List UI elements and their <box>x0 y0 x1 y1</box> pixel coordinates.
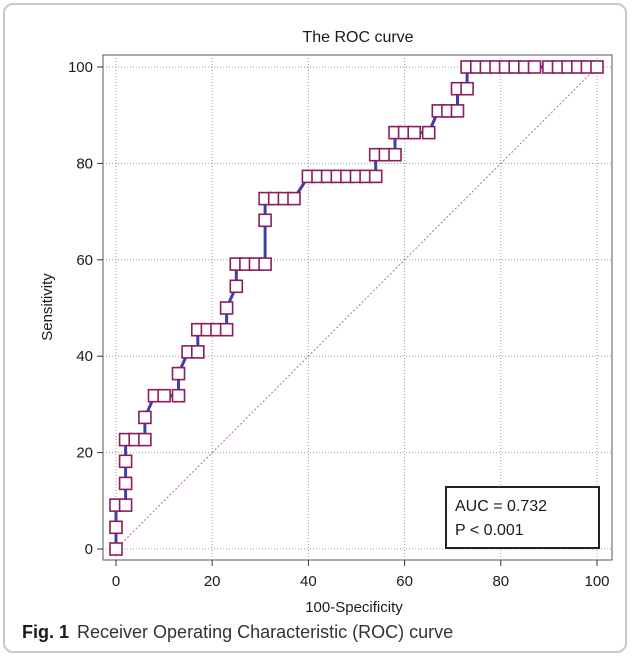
roc-point-marker <box>388 147 402 162</box>
roc-point-marker <box>191 345 205 359</box>
x-tick-label: 40 <box>300 573 317 590</box>
axes: 0 20 40 60 80 100 0 20 40 60 80 100 <box>68 59 610 590</box>
roc-point-marker <box>527 60 542 74</box>
roc-point-marker <box>118 498 133 512</box>
roc-point-marker <box>118 454 133 469</box>
roc-point-marker <box>258 257 272 271</box>
figure-caption: Fig. 1 Receiver Operating Characteristic … <box>22 622 453 643</box>
x-tick-label: 100 <box>584 573 609 590</box>
roc-point-marker <box>118 476 133 491</box>
roc-point-marker <box>421 125 436 140</box>
roc-point-marker <box>258 213 272 228</box>
y-tick-label: 0 <box>85 541 93 558</box>
roc-point-marker <box>171 388 186 403</box>
x-tick-label: 20 <box>204 573 221 590</box>
p-value-text: P < 0.001 <box>455 522 524 539</box>
y-tick-label: 100 <box>68 59 93 76</box>
y-tick-label: 40 <box>76 348 93 365</box>
auc-annotation-box: AUC = 0.732 P < 0.001 <box>445 486 600 549</box>
roc-markers <box>109 60 604 556</box>
roc-chart: The ROC curve 0 20 40 60 80 100 0 20 40 60 80 100 1… <box>39 29 613 616</box>
roc-point-marker <box>219 301 234 315</box>
chart-title: The ROC curve <box>302 29 413 46</box>
auc-value-text: AUC = 0.732 <box>455 498 547 515</box>
roc-point-marker <box>287 191 301 206</box>
annotation-frame <box>445 486 600 549</box>
x-tick-label: 0 <box>112 573 120 590</box>
roc-point-marker <box>229 279 244 294</box>
y-axis-label: Sensitivity <box>39 273 56 341</box>
roc-point-marker <box>171 366 186 381</box>
roc-point-marker <box>109 542 123 556</box>
y-tick-label: 60 <box>76 252 93 269</box>
roc-point-marker <box>368 169 383 184</box>
figure-label: Fig. 1 <box>22 622 70 642</box>
x-tick-label: 60 <box>396 573 413 590</box>
roc-point-marker <box>407 125 422 140</box>
y-tick-label: 80 <box>76 155 93 172</box>
roc-point-marker <box>138 410 152 425</box>
plot-area-border <box>102 54 613 561</box>
roc-point-marker <box>138 432 152 447</box>
caption-text: Receiver Operating Characteristic (ROC) … <box>77 622 454 642</box>
roc-point-marker <box>157 388 171 403</box>
roc-point-marker <box>109 520 123 535</box>
y-tick-label: 20 <box>76 445 93 462</box>
x-tick-label: 80 <box>492 573 509 590</box>
roc-point-marker <box>450 104 465 118</box>
x-axis-label: 100-Specificity <box>305 599 403 616</box>
roc-point-marker <box>460 81 474 96</box>
roc-point-marker <box>219 322 234 337</box>
roc-point-marker <box>590 60 604 74</box>
reference-diagonal-line <box>115 66 598 550</box>
